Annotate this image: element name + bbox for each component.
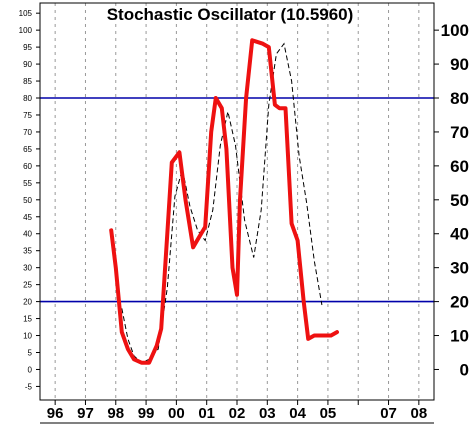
left-tick-label: 80 <box>23 94 32 103</box>
left-tick-label: 5 <box>28 348 33 357</box>
left-tick-label: 15 <box>23 315 32 324</box>
k-line-group <box>109 38 339 365</box>
k-line <box>109 38 339 365</box>
x-tick-label: 01 <box>198 405 215 422</box>
right-tick-label: 60 <box>450 157 469 176</box>
x-tick-label: 03 <box>259 405 276 422</box>
left-tick-label: 60 <box>23 162 32 171</box>
left-tick-label: 105 <box>19 9 33 18</box>
left-tick-label: 50 <box>23 196 32 205</box>
left-tick-label: 40 <box>23 230 32 239</box>
left-tick-label: 90 <box>23 60 32 69</box>
left-tick-label: 65 <box>23 145 32 154</box>
right-tick-label: 30 <box>450 259 469 278</box>
right-tick-label: 100 <box>441 21 469 40</box>
x-tick-label: 08 <box>411 405 428 422</box>
left-tick-label: 10 <box>23 332 32 341</box>
right-tick-label: 80 <box>450 89 469 108</box>
x-tick-label: 97 <box>77 405 94 422</box>
grid <box>54 3 420 400</box>
x-tick-label: 05 <box>320 405 337 422</box>
left-tick-label: 55 <box>23 179 32 188</box>
left-tick-label: 25 <box>23 281 32 290</box>
right-tick-label: 20 <box>450 293 469 312</box>
right-y-axis-ticks: 0 10 20 30 40 50 60 70 80 90 100 <box>434 21 469 379</box>
left-tick-label: -5 <box>25 382 33 391</box>
right-tick-label: 50 <box>450 191 469 210</box>
left-tick-label: 95 <box>23 43 32 52</box>
right-tick-label: 10 <box>450 327 469 346</box>
right-tick-label: 40 <box>450 225 469 244</box>
right-tick-label: 90 <box>450 55 469 74</box>
left-tick-label: 45 <box>23 213 32 222</box>
left-y-axis-ticks: -5 0 5 10 15 20 25 30 35 40 45 50 55 60 65 70 75 80 85 90 95… <box>19 9 40 391</box>
left-tick-label: 30 <box>23 264 32 273</box>
left-tick-label: 70 <box>23 128 32 137</box>
reference-lines <box>40 97 434 303</box>
x-axis-ticks: 96 97 98 99 00 01 02 03 04 05 07 08 <box>47 400 427 422</box>
x-tick-label: 99 <box>138 405 155 422</box>
left-tick-label: 100 <box>19 26 33 35</box>
left-tick-label: 0 <box>28 365 33 374</box>
left-tick-label: 75 <box>23 111 32 120</box>
x-tick-label: 98 <box>107 405 124 422</box>
right-tick-label: 0 <box>460 360 469 379</box>
x-tick-label: 04 <box>289 405 306 422</box>
x-tick-label: 07 <box>380 405 397 422</box>
left-tick-label: 20 <box>23 298 32 307</box>
x-tick-label: 00 <box>168 405 185 422</box>
left-tick-label: 85 <box>23 77 32 86</box>
left-tick-label: 35 <box>23 247 32 256</box>
chart-title: Stochastic Oscillator (10.5960) <box>107 5 354 24</box>
x-tick-label: 96 <box>47 405 64 422</box>
right-tick-label: 70 <box>450 123 469 142</box>
x-tick-label: 02 <box>229 405 246 422</box>
